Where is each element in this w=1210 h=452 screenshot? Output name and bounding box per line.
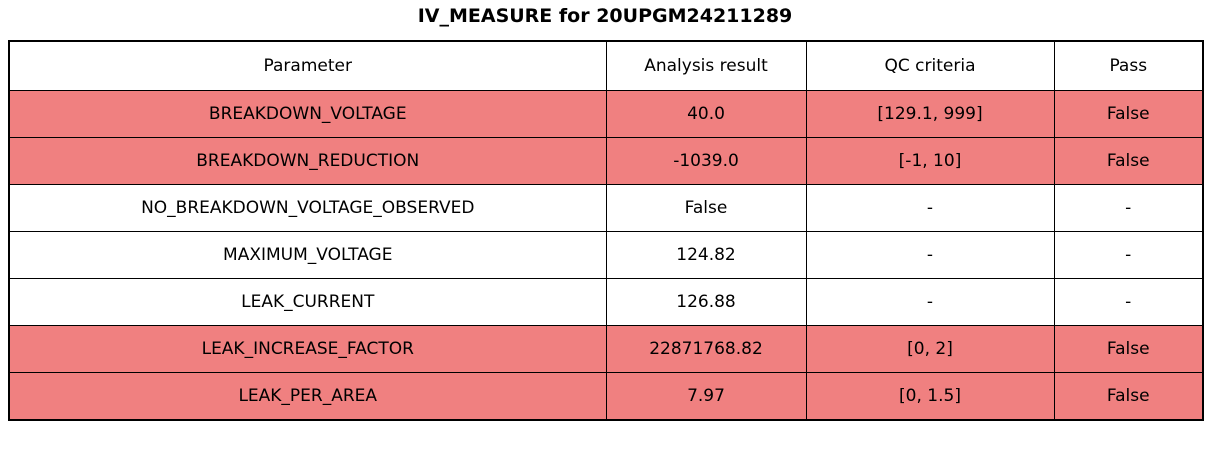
cell-pass: False [1053,325,1204,373]
cell-pass: - [1053,184,1204,232]
table-body: BREAKDOWN_VOLTAGE 40.0 [129.1, 999] False BR… [8,90,1204,421]
table-row: MAXIMUM_VOLTAGE 124.82- - [8,231,1204,279]
table-row: BREAKDOWN_REDUCTION -1039.0 [-1, 10] False [8,137,1204,185]
table-row: BREAKDOWN_VOLTAGE 40.0 [129.1, 999] False [8,90,1204,138]
cell-parameter: LEAK_PER_AREA [8,372,607,421]
cell-qc-criteria: [129.1, 999] [805,90,1055,138]
cell-analysis-result: 22871768.82 [605,325,807,373]
header-row: Parameter Analysis result QC criteria Pa… [8,40,1204,91]
table-row: NO_BREAKDOWN_VOLTAGE_OBSERVED False - - [8,184,1204,232]
cell-parameter: NO_BREAKDOWN_VOLTAGE_OBSERVED [8,184,607,232]
col-header-qc-criteria: QC criteria [805,40,1055,91]
cell-parameter: MAXIMUM_VOLTAGE [8,231,607,279]
cell-qc-criteria: [0, 1.5] [805,372,1055,421]
cell-qc-criteria: - [805,278,1055,326]
cell-pass: False [1053,372,1204,421]
cell-parameter: BREAKDOWN_REDUCTION [8,137,607,185]
cell-parameter: BREAKDOWN_VOLTAGE [8,90,607,138]
col-header-parameter: Parameter [8,40,607,91]
cell-pass: False [1053,137,1204,185]
cell-qc-criteria: - [805,231,1055,279]
cell-analysis-result: 124.82 [605,231,807,279]
page-title: IV_MEASURE for 20UPGM24211289 [417,5,793,27]
table-row: LEAK_PER_AREA 7.97 [0, 1.5] False [8,372,1204,421]
col-header-pass: Pass [1053,40,1204,91]
cell-pass: - [1053,231,1204,279]
cell-analysis-result: 40.0 [605,90,807,138]
cell-analysis-result: 7.97 [605,372,807,421]
qc-table: Parameter Analysis result QC criteria Pa… [8,40,1204,421]
cell-analysis-result: 126.88 [605,278,807,326]
cell-qc-criteria: [-1, 10] [805,137,1055,185]
table-row: LEAK_CURRENT 126.88- - [8,278,1204,326]
cell-qc-criteria: [0, 2] [805,325,1055,373]
cell-parameter: LEAK_INCREASE_FACTOR [8,325,607,373]
cell-analysis-result: False [605,184,807,232]
cell-parameter: LEAK_CURRENT [8,278,607,326]
col-header-analysis-result: Analysis result [605,40,807,91]
cell-qc-criteria: - [805,184,1055,232]
cell-pass: False [1053,90,1204,138]
cell-analysis-result: -1039.0 [605,137,807,185]
table-row: LEAK_INCREASE_FACTOR 22871768.82 [0, 2] Fal… [8,325,1204,373]
cell-pass: - [1053,278,1204,326]
